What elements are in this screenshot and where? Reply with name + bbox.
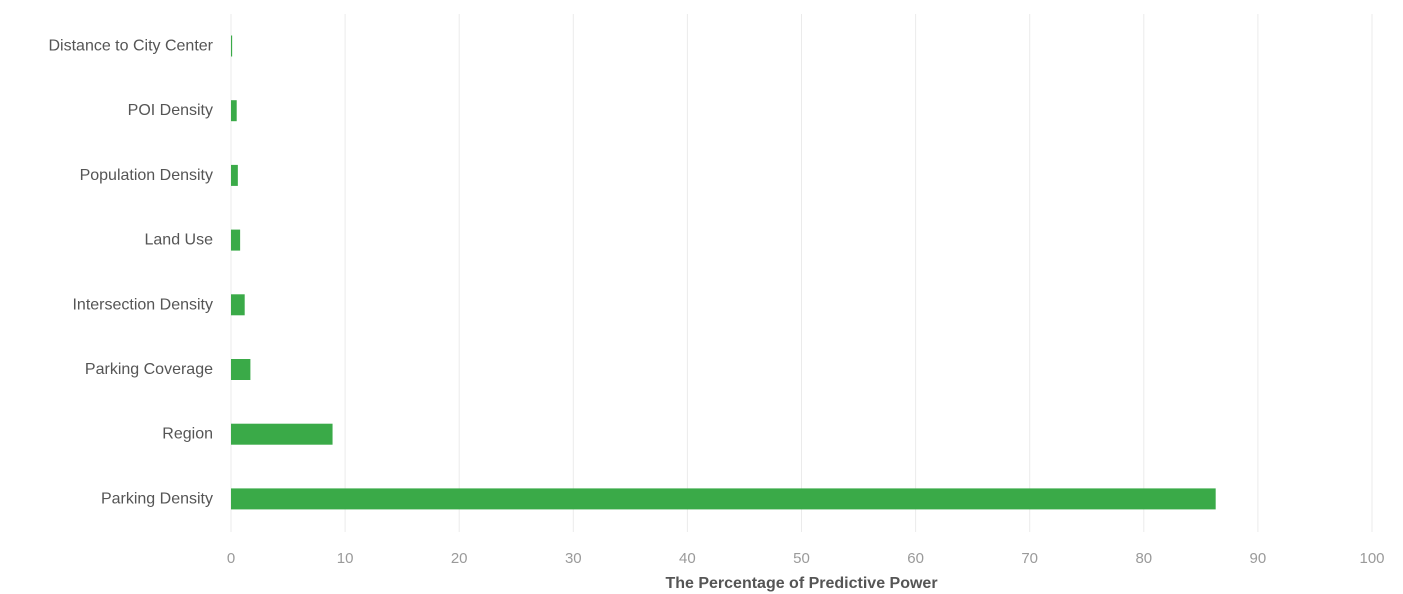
category-label: Distance to City Center (48, 38, 213, 55)
x-tick-label: 20 (451, 550, 468, 567)
category-label: Region (162, 426, 213, 443)
category-label: Parking Coverage (85, 361, 213, 378)
category-label: Parking Density (101, 490, 213, 507)
x-tick-label: 90 (1250, 550, 1267, 567)
x-tick-label: 100 (1359, 550, 1384, 567)
category-label: Intersection Density (72, 296, 213, 313)
x-tick-label: 60 (907, 550, 924, 567)
grid-lines (230, 14, 1373, 532)
bar (231, 359, 251, 380)
x-tick-label: 0 (227, 550, 235, 567)
x-tick-label: 80 (1135, 550, 1152, 567)
x-tick-label: 30 (565, 550, 582, 567)
x-tick-label: 10 (337, 550, 354, 567)
bar (231, 35, 233, 57)
category-labels: Distance to City Center POI Density Popula… (48, 38, 213, 508)
x-axis-title: The Percentage of Predictive Power (665, 575, 937, 592)
bar (231, 100, 237, 122)
category-label: POI Density (128, 102, 213, 119)
bar (231, 488, 1216, 510)
bar (231, 423, 333, 445)
x-tick-labels: 0 10 20 30 40 50 60 70 80 90 100 (227, 550, 1385, 567)
x-tick-label: 50 (793, 550, 810, 567)
bar (231, 164, 238, 186)
bars (231, 35, 1216, 510)
category-label: Population Density (80, 167, 213, 184)
bar (231, 294, 245, 316)
x-tick-label: 40 (679, 550, 696, 567)
x-tick-label: 70 (1021, 550, 1038, 567)
category-label: Land Use (145, 232, 214, 249)
bar (231, 229, 241, 251)
